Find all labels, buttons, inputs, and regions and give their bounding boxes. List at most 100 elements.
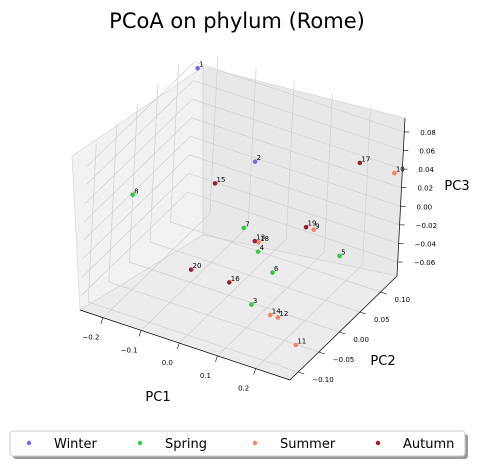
data-point-label-3: 3	[253, 297, 257, 305]
grid-line-z-back	[193, 80, 404, 151]
z-axis-line	[396, 117, 406, 277]
y-tick-mark	[359, 311, 367, 315]
grid-line-x-floor	[179, 238, 287, 344]
data-point-2	[252, 159, 258, 164]
legend-marker-spring	[137, 440, 143, 446]
grid-line-z-back	[190, 135, 401, 207]
z-tick-label: 0.00	[417, 203, 433, 211]
grid-line-x-floor	[102, 213, 211, 318]
data-point-7	[241, 225, 247, 231]
data-point-16	[226, 280, 232, 285]
data-point-3	[249, 302, 254, 307]
y-tick-label: −0.10	[312, 376, 333, 384]
data-point-5	[337, 253, 342, 259]
data-point-label-2: 2	[257, 154, 261, 162]
grid-line-z-side	[80, 191, 188, 297]
axes-panes	[71, 66, 406, 381]
x-axis-title: PC1	[145, 390, 170, 405]
x-tick-label: 0.2	[238, 385, 249, 393]
legend-box	[9, 430, 466, 457]
grid-line-z-back	[188, 173, 399, 244]
data-point-14	[267, 312, 273, 318]
grid-line-y-side	[149, 83, 159, 243]
grid-line-y-floor	[149, 241, 361, 313]
grid-line-x-back	[247, 68, 257, 227]
grid-line-z-side	[83, 136, 191, 241]
data-point-12	[275, 315, 281, 320]
data-point-18	[256, 240, 261, 245]
data-point-label-9: 9	[315, 222, 319, 230]
legend-items: Winter Spring Summer Autumn	[26, 437, 454, 452]
grid-line-z-side	[82, 154, 190, 260]
data-point-label-17: 17	[361, 155, 370, 163]
tick-labels: −0.2 −0.1 0.0 0.1 0.2 −0.10 −0.05 0.00 0.05 0.10 −…	[82, 129, 437, 393]
grid-line-z-side	[81, 173, 189, 278]
grid-line-z-back	[192, 98, 403, 170]
data-point-label-12: 12	[279, 310, 288, 318]
grid-line-y-floor	[129, 261, 340, 333]
data-point-label-8: 8	[134, 187, 138, 195]
z-tick-label: −0.02	[416, 222, 437, 230]
grid-line-z-side	[84, 117, 192, 222]
grid-line-z-back	[187, 191, 398, 263]
data-point-label-18: 18	[260, 235, 269, 243]
x-axis-line	[79, 309, 291, 381]
data-point-13	[252, 238, 258, 244]
data-point-label-15: 15	[217, 176, 226, 184]
grid-line-z-side	[87, 61, 195, 167]
grid-line-x-back	[285, 81, 295, 240]
data-point-1	[195, 65, 200, 71]
x-tick-mark	[138, 330, 142, 337]
z-tick-label: −0.06	[414, 259, 436, 267]
data-point-4	[255, 249, 261, 254]
grid-line-y-side	[129, 103, 138, 263]
y-tick-mark	[339, 331, 346, 335]
grid-line-z-side	[86, 80, 194, 185]
data-point-20	[188, 267, 194, 272]
data-point-9	[311, 227, 316, 233]
legend-label-autumn: Autumn	[403, 437, 454, 452]
grid-line-x-back	[209, 55, 219, 214]
axis-edges	[79, 117, 406, 381]
grid-line-x-back	[324, 93, 333, 252]
x-tick-label: 0.0	[162, 359, 173, 367]
data-point-label-11: 11	[297, 337, 306, 345]
data-point-6	[270, 270, 275, 275]
data-point-label-20: 20	[193, 262, 202, 270]
data-point-19	[303, 224, 309, 230]
y-axis-title: PC2	[370, 354, 395, 369]
grid-line-z-back	[194, 61, 405, 133]
z-tick-label: −0.04	[415, 240, 437, 248]
data-point-label-4: 4	[260, 244, 265, 252]
chart-title: PCoA on phylum (Rome)	[109, 9, 365, 33]
legend-label-spring: Spring	[165, 437, 207, 452]
data-point-10	[392, 170, 397, 176]
x-tick-mark	[176, 342, 180, 350]
x-tick-label: −0.1	[121, 346, 138, 354]
grid-line-z-back	[191, 117, 402, 189]
legend-label-summer: Summer	[280, 437, 336, 452]
data-point-8	[130, 192, 135, 198]
grid-line-y-side	[170, 63, 179, 223]
data-point-label-5: 5	[341, 249, 345, 257]
grid-line-y-side	[87, 143, 97, 303]
data-point-label-16: 16	[231, 275, 240, 283]
x-tick-mark	[253, 368, 256, 375]
y-tick-label: 0.05	[374, 316, 390, 324]
data-point-label-10: 10	[396, 166, 405, 174]
z-tick-label: 0.04	[418, 166, 434, 174]
grid-line-x-floor	[217, 251, 325, 357]
y-tick-label: 0.00	[353, 336, 369, 344]
data-point-label-6: 6	[274, 265, 279, 273]
y-axis-line	[289, 275, 398, 381]
legend-marker-winter	[26, 440, 32, 446]
data-point-11	[293, 342, 299, 348]
grid-line-y-floor	[88, 301, 299, 373]
z-tick-label: 0.06	[419, 148, 435, 156]
legend-marker-autumn	[375, 440, 381, 446]
y-tick-mark	[380, 291, 387, 295]
legend: Winter Spring Summer Autumn	[9, 430, 468, 459]
x-tick-mark	[215, 355, 218, 362]
